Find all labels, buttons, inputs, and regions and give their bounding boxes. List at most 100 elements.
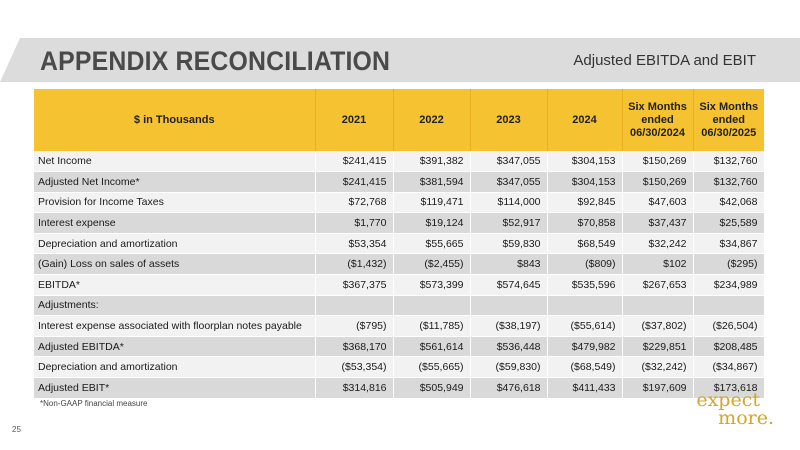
table-cell: $132,760 (693, 171, 765, 193)
table-cell: $70,858 (547, 212, 623, 234)
table-cell: ($38,197) (470, 315, 548, 337)
table-cell: $52,917 (470, 212, 548, 234)
table-cell: $25,589 (693, 212, 765, 234)
table-cell: ($11,785) (393, 315, 471, 337)
table-cell: $367,375 (315, 274, 394, 296)
column-header: $ in Thousands (34, 89, 316, 151)
table-cell: $59,830 (470, 233, 548, 255)
row-label: Depreciation and amortization (34, 233, 316, 255)
logo-line-2: more. (718, 407, 774, 429)
table-row: Adjusted EBITDA* $368,170 $561,614 $536,… (34, 336, 765, 358)
table-cell: $314,816 (315, 377, 394, 399)
table-cell: $55,665 (393, 233, 471, 255)
row-label: Adjusted Net Income* (34, 171, 316, 193)
table-cell: $304,153 (547, 151, 623, 173)
table-cell (622, 295, 694, 317)
table-cell: $368,170 (315, 336, 394, 358)
table-cell: $843 (470, 253, 548, 276)
column-header: Six Months ended 06/30/2025 (693, 89, 764, 151)
table-cell: $234,989 (693, 274, 765, 296)
table-cell: $347,055 (470, 151, 548, 173)
table-cell: ($37,802) (622, 315, 694, 337)
table-cell: $47,603 (622, 192, 694, 214)
table-cell: $304,153 (547, 171, 623, 193)
table-cell: $72,768 (315, 192, 394, 214)
table-cell: ($32,242) (622, 356, 694, 379)
table-cell: $411,433 (547, 377, 623, 399)
table-cell: $479,982 (547, 336, 623, 358)
row-label: Adjustments: (34, 295, 316, 317)
table-row: Provision for Income Taxes $72,768 $119,… (34, 192, 765, 214)
table-cell: $241,415 (315, 151, 394, 173)
row-label: Depreciation and amortization (34, 356, 316, 379)
row-label: (Gain) Loss on sales of assets (34, 253, 316, 276)
table-cell: $19,124 (393, 212, 471, 234)
table-cell: $535,596 (547, 274, 623, 296)
column-header: 2022 (393, 89, 471, 151)
row-label: Adjusted EBIT* (34, 377, 316, 399)
table-row: Interest expense associated with floorpl… (34, 315, 765, 337)
table-cell: $391,382 (393, 151, 471, 173)
table-cell (393, 295, 471, 317)
table-row: Depreciation and amortization $53,354 $5… (34, 233, 765, 255)
table-cell: ($59,830) (470, 356, 548, 379)
table-header-row: $ in Thousands 2021 2022 2023 2024 Six M… (34, 89, 764, 151)
row-label: Interest expense associated with floorpl… (34, 315, 316, 337)
table-cell: $229,851 (622, 336, 694, 358)
table-cell: $505,949 (393, 377, 471, 399)
table-row: Adjustments: (34, 295, 765, 317)
table-cell: $119,471 (393, 192, 471, 214)
table-cell: $573,399 (393, 274, 471, 296)
table-cell: $561,614 (393, 336, 471, 358)
table-cell: $42,068 (693, 192, 765, 214)
table-cell: $150,269 (622, 171, 694, 193)
table-row: Adjusted EBIT* $314,816 $505,949 $476,61… (34, 377, 765, 399)
table-cell: ($795) (315, 315, 394, 337)
page-subtitle: Adjusted EBITDA and EBIT (573, 52, 756, 69)
table-cell: $241,415 (315, 171, 394, 193)
table-cell: ($26,504) (693, 315, 765, 337)
table-cell: ($2,455) (393, 253, 471, 276)
column-header: Six Months ended 06/30/2024 (622, 89, 694, 151)
page-title: APPENDIX RECONCILIATION (40, 46, 391, 76)
table-cell (470, 295, 548, 317)
table-row: EBITDA* $367,375 $573,399 $574,645 $535,… (34, 274, 765, 296)
table-cell: $197,609 (622, 377, 694, 399)
table-cell (547, 295, 623, 317)
table-cell: ($1,432) (315, 253, 394, 276)
page-number: 25 (12, 425, 21, 434)
table-cell: $347,055 (470, 171, 548, 193)
table-row: Net Income $241,415 $391,382 $347,055 $3… (34, 151, 765, 173)
table-cell: $102 (622, 253, 694, 276)
footnote: *Non-GAAP financial measure (40, 399, 148, 408)
column-header: 2024 (547, 89, 623, 151)
table-cell: $34,867 (693, 233, 765, 255)
table-row: Depreciation and amortization ($53,354) … (34, 356, 765, 379)
logo-line-1: expect (696, 389, 760, 411)
table-cell: ($809) (547, 253, 623, 276)
table-cell: ($295) (693, 253, 765, 276)
column-header: 2021 (315, 89, 394, 151)
table-cell: ($34,867) (693, 356, 765, 379)
table-cell: $132,760 (693, 151, 765, 173)
row-label: Interest expense (34, 212, 316, 234)
table-cell: $92,845 (547, 192, 623, 214)
table-cell (315, 295, 394, 317)
table-cell: $267,653 (622, 274, 694, 296)
table-cell: ($55,614) (547, 315, 623, 337)
row-label: EBITDA* (34, 274, 316, 296)
table-cell: $536,448 (470, 336, 548, 358)
table-cell: $150,269 (622, 151, 694, 173)
table-cell: $53,354 (315, 233, 394, 255)
row-label: Adjusted EBITDA* (34, 336, 316, 358)
row-label: Net Income (34, 151, 316, 173)
title-band (0, 38, 800, 82)
table-row: (Gain) Loss on sales of assets ($1,432) … (34, 253, 765, 276)
table-cell: $32,242 (622, 233, 694, 255)
table-cell (693, 295, 765, 317)
table-cell: $173,618 (693, 377, 765, 399)
table-row: Interest expense $1,770 $19,124 $52,917 … (34, 212, 765, 234)
table-row: Adjusted Net Income* $241,415 $381,594 $… (34, 171, 765, 193)
table-cell: ($68,549) (547, 356, 623, 379)
table-cell: ($53,354) (315, 356, 394, 379)
